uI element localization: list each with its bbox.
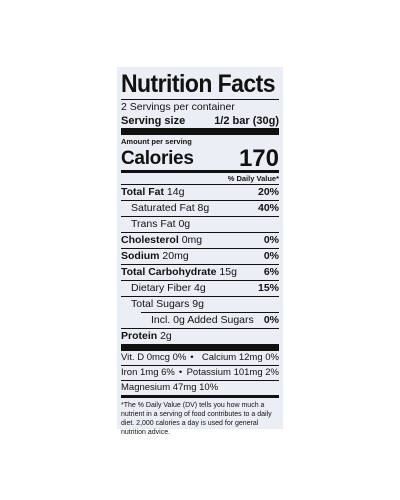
nutrient-amount: 14g (166, 186, 185, 198)
nutrient-dv: 0% (263, 250, 279, 262)
nutrient-name: Cholesterol (121, 234, 179, 246)
nutrition-facts-label: Nutrition Facts 2 Servings per container… (117, 67, 283, 436)
nutrient-row-added-sugars: Incl. 0g Added Sugars 0% (141, 312, 279, 328)
nutrient-dv: 15% (257, 282, 279, 294)
nutrient-amount: 15g (219, 266, 237, 278)
serving-size-value: 1/2 bar (30g) (214, 115, 279, 127)
nutrient-dv: 0% (263, 234, 279, 246)
title-divider (121, 99, 279, 100)
nutrient-name: Total Fat (121, 186, 164, 198)
nutrient-amount: 0mg (181, 234, 203, 246)
nutrient-name: Total Carbohydrate (121, 266, 217, 278)
nutrient-row-total-sugars: Total Sugars 9g (121, 296, 279, 312)
nutrient-amount: 0g (178, 218, 191, 230)
vitamin-row: Iron 1mg 6% • Potassium 101mg 2% (121, 365, 279, 380)
bullet-separator: • (190, 352, 194, 363)
nutrient-amount: 9g (192, 298, 204, 310)
nutrient-row-saturated-fat: Saturated Fat 8g 40% (121, 200, 279, 216)
nutrient-name: Protein (121, 330, 158, 342)
vitamin-right: Calcium 12mg 0% (201, 352, 279, 363)
nutrient-row-cholesterol: Cholesterol 0mg 0% (121, 232, 279, 248)
nutrient-row-trans-fat: Trans Fat 0g (121, 216, 279, 232)
nutrient-name: Total Sugars (131, 298, 190, 310)
calories-divider (121, 170, 279, 173)
vitamin-right: Potassium 101mg 2% (186, 367, 279, 378)
serving-size-row: Serving size 1/2 bar (30g) (121, 114, 279, 128)
nutrient-row-total-fat: Total Fat 14g 20% (121, 184, 279, 200)
serving-divider (121, 128, 279, 135)
vitamin-left: Vit. D 0mcg 0% (121, 352, 187, 363)
nutrient-name: Saturated Fat (131, 202, 195, 214)
nutrient-amount: 20mg (162, 250, 189, 262)
calories-value: 170 (238, 145, 279, 172)
calories-label: Calories (121, 148, 194, 169)
vitamin-left: Magnesium 47mg 10% (121, 382, 219, 393)
nutrient-dv: 6% (263, 266, 279, 278)
nutrient-row-protein: Protein 2g (121, 328, 279, 344)
nutrient-amount: 4g (194, 282, 206, 294)
vitamin-row: Vit. D 0mcg 0% • Calcium 12mg 0% (121, 351, 279, 365)
footnote-divider (121, 395, 279, 398)
daily-value-header: % Daily Value* (227, 174, 279, 183)
protein-divider (121, 344, 279, 351)
nutrient-name: Trans Fat (131, 218, 176, 230)
servings-per-container: 2 Servings per container (121, 101, 235, 113)
label-title: Nutrition Facts (121, 70, 276, 98)
nutrient-dv: 40% (257, 202, 279, 214)
nutrient-amount: 8g (197, 202, 210, 214)
nutrient-row-sodium: Sodium 20mg 0% (121, 248, 279, 264)
serving-size-label: Serving size (121, 115, 186, 127)
vitamin-left: Iron 1mg 6% (121, 367, 175, 378)
daily-value-footnote: *The % Daily Value (DV) tells you how mu… (121, 402, 272, 436)
nutrient-name: Incl. 0g Added Sugars (151, 314, 254, 326)
nutrient-row-total-carbohydrate: Total Carbohydrate 15g 6% (121, 264, 279, 280)
bullet-separator: • (178, 367, 183, 378)
nutrient-name: Dietary Fiber (131, 282, 192, 294)
nutrient-row-dietary-fiber: Dietary Fiber 4g 15% (121, 280, 279, 296)
nutrient-dv: 20% (257, 186, 279, 198)
nutrient-amount: 2g (160, 330, 172, 342)
calories-row: Calories 170 (121, 145, 279, 172)
amount-per-serving: Amount per serving (121, 137, 192, 146)
vitamin-row: Magnesium 47mg 10% (121, 380, 279, 395)
nutrient-name: Sodium (121, 250, 160, 262)
nutrient-dv: 0% (263, 314, 279, 326)
